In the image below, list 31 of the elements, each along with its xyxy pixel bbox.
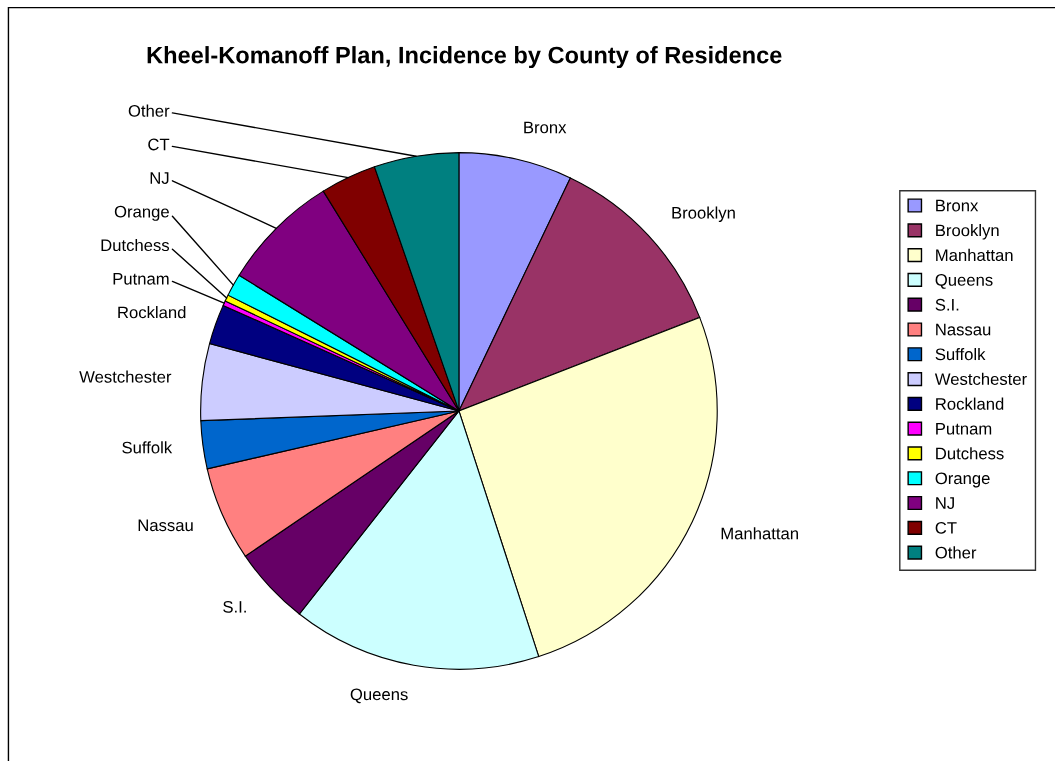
legend-label: Manhattan: [936, 248, 1013, 262]
slice-label: Other: [128, 104, 170, 117]
legend-label: S.I.: [935, 298, 959, 311]
slice-label: Orange: [114, 205, 169, 221]
slice-label: Nassau: [138, 519, 193, 532]
legend-label: Other: [935, 546, 977, 559]
slice-label: Suffolk: [122, 441, 173, 454]
slice-label: Rockland: [118, 306, 186, 319]
slice-label: Westchester: [79, 370, 172, 383]
slice-label: Dutchess: [101, 238, 170, 252]
slice-label: Queens: [350, 688, 408, 704]
legend-label: Westchester: [934, 372, 1027, 386]
legend-label: Queens: [935, 274, 993, 289]
chart-title: Kheel-Komanoff Plan, Incidence by County of Residence: [147, 46, 782, 69]
legend-label: Dutchess: [936, 447, 1004, 460]
legend-label: Suffolk: [935, 347, 986, 361]
legend-label: Brooklyn: [936, 224, 999, 240]
slice-label: CT: [148, 138, 170, 151]
slice-label: NJ: [150, 172, 169, 184]
slice-label: Putnam: [113, 273, 169, 285]
slice-label: Bronx: [524, 121, 567, 134]
legend-label: Bronx: [936, 199, 979, 212]
slice-label: Brooklyn: [672, 206, 735, 223]
legend-label: NJ: [936, 497, 954, 509]
slice-label: Manhattan: [721, 527, 798, 540]
legend-label: CT: [935, 521, 957, 534]
legend-label: Putnam: [936, 422, 992, 435]
legend-label: Nassau: [936, 323, 991, 336]
legend-label: Rockland: [936, 397, 1004, 410]
slice-label: S.I.: [223, 600, 246, 613]
legend-label: Orange: [935, 472, 990, 488]
